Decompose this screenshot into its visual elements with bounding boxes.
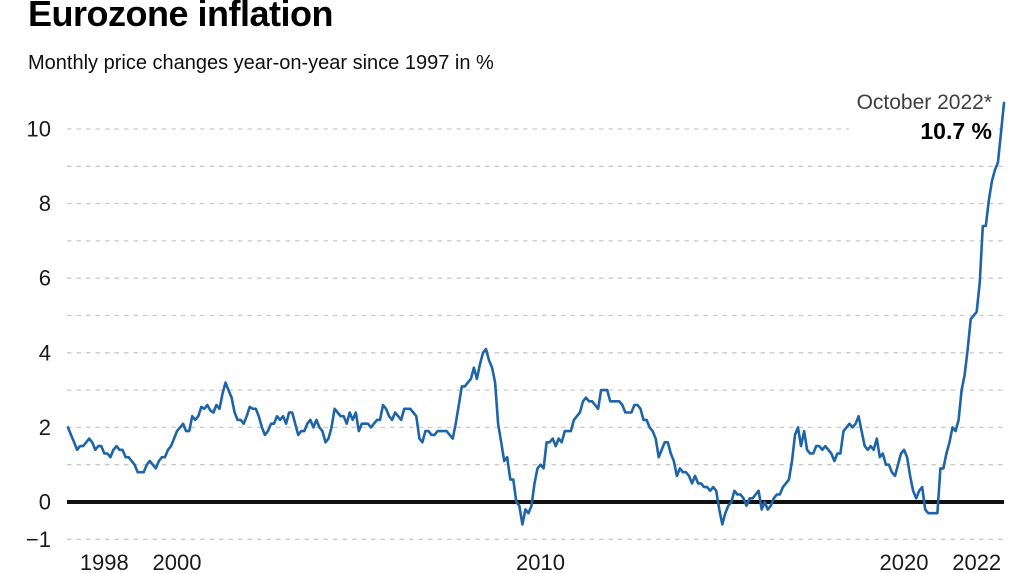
y-tick-label: 10: [27, 117, 51, 142]
annotation-date-label: October 2022*: [856, 91, 992, 114]
chart-subtitle: Monthly price changes year-on-year since…: [28, 52, 494, 74]
page-title: Eurozone inflation: [28, 0, 333, 34]
x-tick-label: 2022: [952, 550, 1001, 573]
x-tick-label: 2020: [880, 550, 929, 573]
y-tick-label: 0: [39, 490, 51, 515]
y-tick-label: 8: [39, 191, 51, 216]
y-tick-label: 4: [39, 340, 51, 365]
y-tick-label: 2: [39, 415, 51, 440]
x-tick-label: 2000: [153, 550, 202, 573]
inflation-line: [66, 101, 1006, 526]
y-tick-label: 6: [39, 266, 51, 291]
peak-annotation: October 2022* 10.7 %: [848, 90, 992, 146]
annotation-peak-value: 10.7 %: [920, 118, 992, 145]
y-tick-label: −1: [26, 527, 51, 552]
x-tick-label: 1998: [80, 550, 129, 573]
x-tick-label: 2010: [516, 550, 565, 573]
